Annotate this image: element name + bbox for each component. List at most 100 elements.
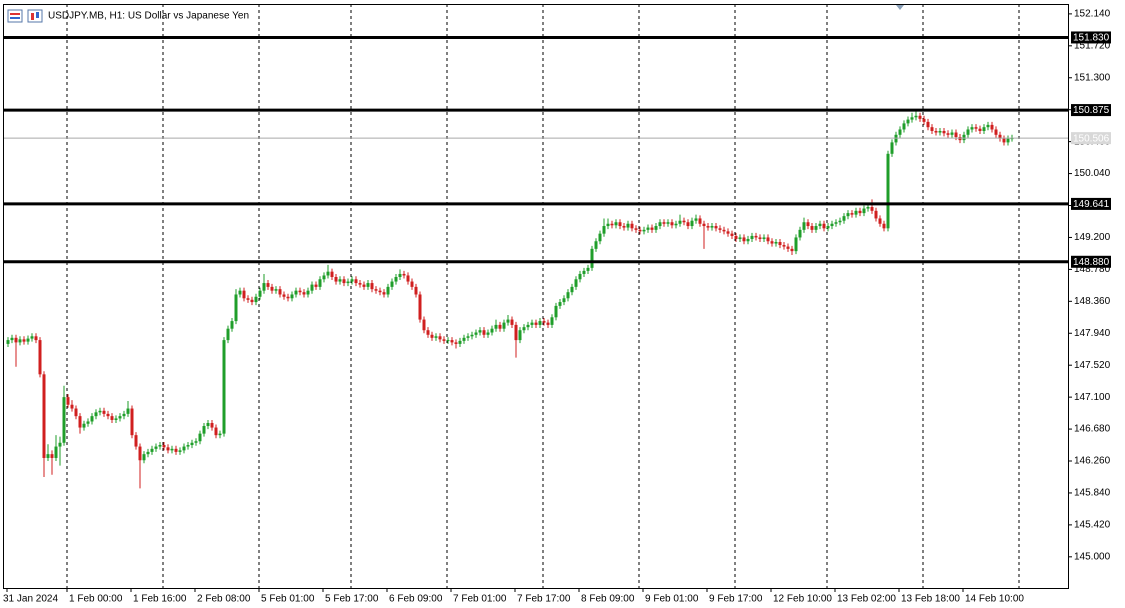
candle-body	[186, 445, 190, 447]
candle-body	[430, 334, 434, 338]
candle-body	[790, 248, 794, 252]
candle-body	[778, 242, 782, 246]
candle-body	[734, 235, 738, 239]
candle-body	[378, 290, 382, 293]
levels	[4, 35, 1068, 264]
candle-body	[314, 284, 318, 287]
y-tick-label: 149.200	[1074, 232, 1111, 243]
candle-body	[290, 294, 294, 299]
candle-body	[942, 130, 946, 134]
candle-body	[766, 237, 770, 242]
candle-body	[726, 231, 730, 234]
candle-body	[450, 340, 454, 343]
y-tick-label: 147.940	[1074, 328, 1111, 339]
candle-body	[350, 279, 354, 282]
candle-body	[302, 292, 306, 295]
candle-body	[826, 226, 830, 229]
candle-body	[382, 292, 386, 295]
candle-body	[654, 226, 658, 230]
candle-body	[354, 279, 358, 284]
candle-body	[806, 222, 810, 227]
y-tick-label: 146.260	[1074, 456, 1111, 467]
candle-body	[422, 319, 426, 331]
header-icons	[7, 9, 43, 23]
level-label-box	[1071, 255, 1111, 268]
x-tick-label: 6 Feb 09:00	[389, 594, 443, 605]
candle-body	[946, 133, 950, 135]
candle-body	[782, 245, 786, 247]
candle-body	[502, 322, 506, 329]
candle-body	[182, 446, 186, 451]
candle-body	[750, 235, 754, 239]
candle-body	[842, 216, 846, 221]
candle-body	[594, 241, 598, 249]
candle-body	[306, 290, 310, 295]
separators	[66, 4, 1020, 588]
candle-body	[702, 223, 706, 227]
candle-body	[718, 228, 722, 230]
candle-body	[154, 446, 158, 449]
candle-body	[930, 127, 934, 131]
candle-body	[438, 336, 442, 340]
candle-body	[838, 220, 842, 223]
candle-body	[986, 124, 990, 128]
candle-body	[882, 223, 886, 229]
candle-body	[646, 227, 650, 230]
candle-body	[158, 445, 162, 447]
candle-body	[398, 273, 402, 277]
chart-title: USDJPY.MB, H1: US Dollar vs Japanese Yen	[48, 11, 249, 22]
candle-body	[130, 408, 134, 436]
candle-body	[858, 210, 862, 214]
candle-body	[598, 233, 602, 242]
candle-body	[474, 332, 478, 335]
candle-body	[690, 220, 694, 227]
x-tick-label: 9 Feb 01:00	[645, 594, 699, 605]
candle-body	[1002, 138, 1006, 143]
candle-body	[326, 271, 330, 276]
candle-body	[162, 445, 166, 448]
candle-body	[970, 127, 974, 130]
candle-body	[274, 289, 278, 291]
candle-body	[126, 408, 130, 414]
candle-body	[614, 222, 618, 226]
candle-body	[678, 220, 682, 224]
candle-body	[546, 322, 550, 325]
candle-body	[262, 283, 266, 291]
candle-body	[934, 130, 938, 133]
candle-body	[682, 220, 686, 223]
candle-body	[518, 330, 522, 341]
candle-body	[390, 281, 394, 287]
candle-body	[962, 134, 966, 141]
candle-body	[786, 246, 790, 249]
candle-body	[590, 248, 594, 268]
candle-body	[386, 286, 390, 295]
candle-body	[106, 413, 110, 417]
candle-body	[754, 235, 758, 238]
candle-body	[902, 123, 906, 130]
candle-body	[114, 418, 118, 420]
candle-body	[242, 290, 246, 299]
candle-body	[246, 298, 250, 300]
candle-body	[506, 319, 510, 323]
candle-body	[710, 226, 714, 228]
candle-body	[266, 283, 270, 287]
candle-body	[30, 336, 34, 339]
candle-body	[254, 296, 258, 303]
icon	[10, 13, 20, 15]
x-tick-label: 13 Feb 18:00	[901, 594, 960, 605]
x-tick-label: 13 Feb 02:00	[837, 594, 896, 605]
candle-body	[230, 321, 234, 329]
level-label: 150.875	[1073, 105, 1110, 116]
candle-body	[286, 296, 290, 299]
candle-body	[234, 294, 238, 322]
x-tick-label: 1 Feb 00:00	[69, 594, 123, 605]
candle-body	[410, 281, 414, 287]
candle-body	[886, 153, 890, 229]
candle-body	[202, 426, 206, 434]
candle-body	[978, 128, 982, 131]
candle-body	[462, 337, 466, 341]
candle-body	[62, 397, 66, 443]
candle-body	[342, 279, 346, 284]
x-tick-label: 5 Feb 17:00	[325, 594, 379, 605]
candle-body	[466, 336, 470, 338]
